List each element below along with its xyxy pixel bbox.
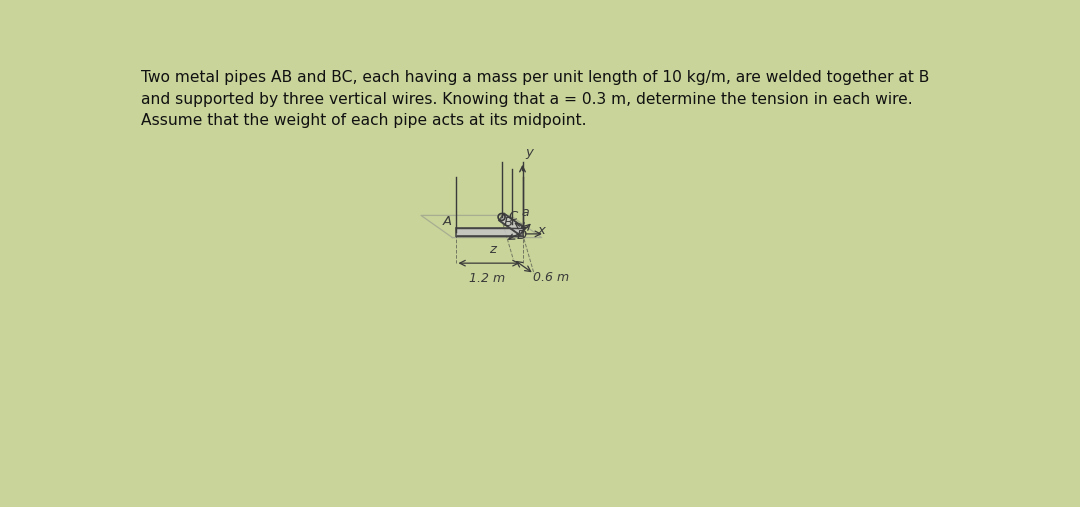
Text: y: y <box>526 146 534 159</box>
Polygon shape <box>499 213 525 235</box>
Text: A: A <box>443 215 451 228</box>
Text: 0.6 m: 0.6 m <box>532 271 569 284</box>
Text: a: a <box>522 206 529 220</box>
Text: z: z <box>489 243 496 256</box>
Text: C: C <box>509 210 517 224</box>
Text: B: B <box>503 215 512 229</box>
Text: 1.2 m: 1.2 m <box>470 272 505 285</box>
Text: Two metal pipes AB and BC, each having a mass per unit length of 10 kg/m, are we: Two metal pipes AB and BC, each having a… <box>141 70 930 128</box>
Polygon shape <box>456 228 523 236</box>
Text: x: x <box>538 224 545 237</box>
Text: D: D <box>516 229 527 242</box>
